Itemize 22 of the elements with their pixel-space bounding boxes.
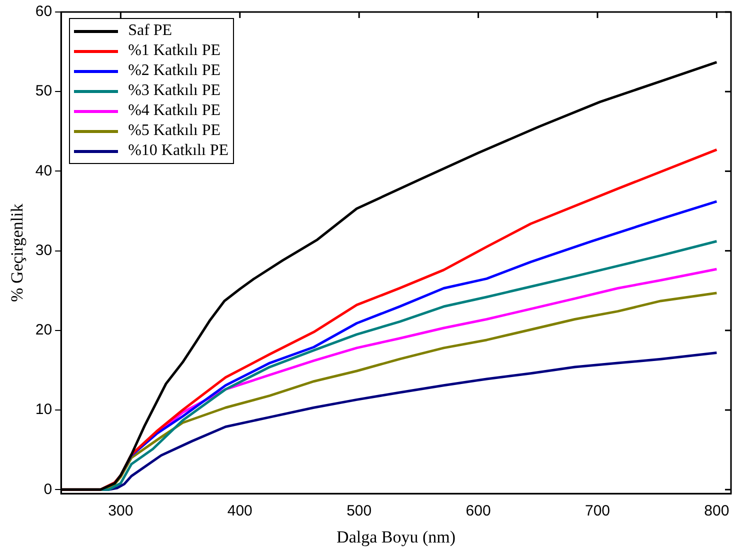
y-axis-title: % Geçirgenlik [8, 203, 27, 302]
legend-label: %4 Katkılı PE [128, 102, 221, 120]
x-tick-label: 800 [704, 502, 730, 520]
legend-label: %10 Katkılı PE [128, 142, 229, 160]
y-tick-label: 20 [35, 322, 52, 339]
y-tick-label: 10 [35, 401, 52, 418]
y-tick-label: 30 [35, 242, 52, 259]
legend-label: %1 Katkılı PE [128, 42, 221, 60]
y-tick-label: 50 [35, 82, 52, 100]
x-axis-title: Dalga Boyu (nm) [336, 527, 456, 546]
x-tick-label: 500 [346, 502, 372, 520]
y-tick-label: 0 [44, 480, 52, 498]
legend-label: %3 Katkılı PE [128, 82, 221, 100]
x-tick-label: 600 [466, 502, 491, 520]
legend-label: %5 Katkılı PE [128, 122, 221, 140]
y-tick-label: 60 [35, 3, 52, 20]
x-tick-label: 700 [584, 502, 610, 520]
x-tick-label: 400 [227, 502, 252, 520]
y-tick-label: 40 [35, 162, 52, 180]
legend-label: Saf PE [128, 22, 172, 40]
legend-label: %2 Katkılı PE [128, 62, 221, 80]
x-tick-label: 300 [108, 502, 134, 520]
